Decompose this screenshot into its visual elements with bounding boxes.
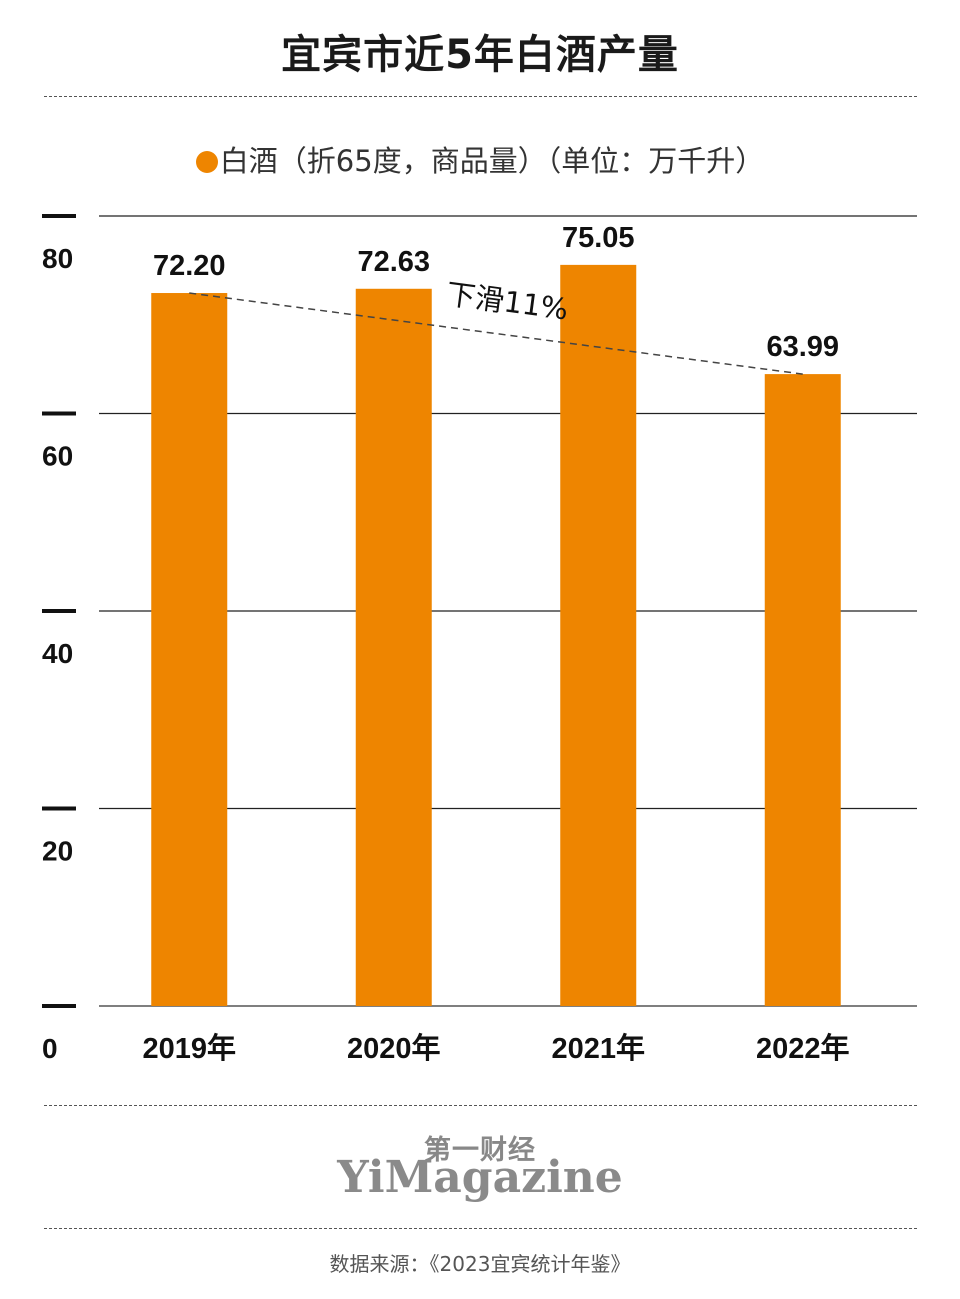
- y-tick-label: 40: [42, 638, 73, 669]
- bar-value-label: 72.63: [357, 246, 430, 278]
- bar: [355, 288, 432, 1006]
- x-tick-label: 2020年: [347, 1031, 441, 1065]
- bar: [764, 374, 841, 1006]
- brand-logo-english: YiMagazine: [337, 1152, 623, 1203]
- footer-divider: [44, 1105, 917, 1106]
- x-tick-label: 2022年: [756, 1031, 850, 1065]
- brand-logo-chinese: 第一财经: [424, 1135, 536, 1166]
- bar-chart: 0 20 40 60 80 72.20 2019年 72.63 2020年 75.05 2021年 6…: [42, 214, 917, 1065]
- y-tick-label: 0: [42, 1033, 58, 1064]
- bottom-divider: [44, 1228, 917, 1229]
- bar: [560, 264, 637, 1007]
- trend-annotation: 下滑11%: [444, 277, 570, 327]
- y-tick-label: 20: [42, 836, 73, 867]
- chart-title: 宜宾市近5年白酒产量: [281, 32, 679, 78]
- bar: [151, 293, 228, 1006]
- legend-label: 白酒（折65度，商品量）（单位：万千升）: [219, 144, 765, 178]
- bar-value-label: 75.05: [562, 222, 635, 254]
- y-tick-label: 80: [42, 243, 73, 274]
- legend: 白酒（折65度，商品量）（单位：万千升）: [0, 138, 960, 180]
- bar-value-label: 63.99: [766, 331, 839, 363]
- bar-value-label: 72.20: [153, 250, 226, 282]
- top-divider: [44, 96, 917, 97]
- y-tick-label: 60: [42, 441, 73, 472]
- x-tick-label: 2021年: [551, 1031, 645, 1065]
- x-tick-label: 2019年: [142, 1031, 236, 1065]
- data-source: 数据来源：《2023宜宾统计年鉴》: [329, 1252, 631, 1276]
- legend-swatch: [195, 151, 218, 173]
